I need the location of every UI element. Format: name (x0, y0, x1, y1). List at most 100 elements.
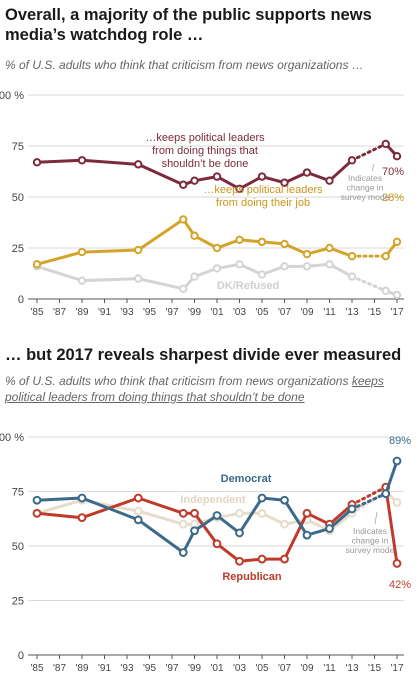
job-series-point (179, 215, 188, 224)
job-end-label: 28% (382, 192, 404, 204)
democrat-series-point (280, 495, 289, 505)
y-tick-label: 25 (12, 596, 24, 608)
watchdog-series-point (381, 139, 390, 149)
y-tick-label: 25 (12, 243, 24, 255)
x-tick-label: '07 (278, 663, 291, 674)
x-tick-label: '97 (165, 663, 178, 674)
x-tick-label: '93 (120, 307, 133, 318)
job-series-point (280, 239, 289, 249)
x-tick-label: '05 (255, 307, 268, 318)
watchdog-series-point (235, 184, 244, 194)
job-series-point (325, 243, 334, 253)
x-tick-label: '15 (368, 307, 381, 318)
republican-series-point (77, 513, 87, 523)
watchdog-series-point (257, 172, 267, 181)
dk-series-point (77, 276, 87, 285)
dk-series-label: DK/Refused (217, 280, 279, 292)
dk-series-point (325, 260, 334, 269)
dk-series-point (280, 262, 289, 271)
job-series-point (134, 245, 143, 255)
democrat-series-point (302, 530, 312, 540)
mode-change-note-line: survey mode (341, 192, 390, 202)
republican-series-point (257, 554, 267, 564)
job-series-label: …keeps political leaders from doing their… (203, 184, 323, 209)
dk-series-point (179, 284, 188, 294)
democrat-series-point (190, 526, 199, 536)
x-tick-label: '99 (188, 307, 201, 318)
democrat-series-point (347, 504, 357, 514)
watchdog-series-dotted-segment (350, 142, 388, 162)
job-series-label-line: from doing their job (216, 197, 310, 209)
democrat-series-point (235, 528, 244, 538)
democrat-series-point (212, 511, 222, 520)
x-tick-label: '01 (210, 663, 223, 674)
republican-series-point (280, 554, 289, 564)
dk-series-point (347, 272, 357, 281)
dk-series-point (190, 272, 199, 281)
x-tick-label: '91 (98, 663, 111, 674)
republican-series-point (133, 493, 143, 503)
x-tick-label: '95 (143, 307, 156, 318)
x-tick-label: '87 (53, 307, 66, 318)
democrat-end-label: 89% (389, 435, 411, 447)
democrat-series-dotted-segment (350, 492, 388, 511)
mode-change-note: Indicates change in survey mode (341, 173, 390, 202)
watchdog-series-point (392, 152, 402, 161)
x-tick-label: '15 (368, 663, 381, 674)
mode-change-note-pointer (371, 163, 375, 172)
watchdog-series-point (32, 158, 42, 167)
democrat-series-label: Democrat (221, 473, 272, 485)
independent-series-point (178, 519, 188, 529)
y-tick-label: 50 (12, 541, 24, 553)
x-tick-label: '11 (323, 307, 336, 318)
watchdog-series-point (190, 176, 199, 185)
watchdog-series-point (302, 168, 312, 177)
dk-series-point (212, 264, 222, 273)
chart2-plot: 0 25 50 75 100 % '85 '87 '89 '91 '93 '95 '97 '99 '01 '… (0, 432, 411, 674)
republican-series-point (392, 559, 402, 568)
chart2-subtitle-text: % of U.S. adults who think that criticis… (5, 374, 352, 388)
chart1-plot: 0 25 50 75 100 % '85 '87 '89 '91 '93 '95 '97 '99 '01 '… (0, 90, 404, 318)
republican-series-point (302, 508, 312, 518)
democrat-series-point (32, 495, 42, 505)
watchdog-series-label-line: shouldn’t be done (162, 158, 249, 170)
y-tick-label: 100 % (0, 432, 24, 444)
republican-series-point (178, 508, 188, 518)
watchdog-series-point (212, 172, 222, 181)
watchdog-series-point (280, 178, 289, 187)
independent-series-point (235, 508, 244, 518)
democrat-series-point (325, 524, 334, 533)
republican-series-point (32, 508, 42, 518)
x-tick-label: '95 (143, 663, 156, 674)
x-tick-label: '85 (30, 307, 43, 318)
republican-series-point (235, 556, 244, 566)
independent-series-point (392, 498, 402, 507)
x-tick-label: '99 (188, 663, 201, 674)
republican-series-dotted-segment (350, 485, 388, 507)
dk-series-point (302, 262, 312, 271)
dk-series-point (235, 260, 244, 269)
mode-change-note-line: survey mode (346, 545, 395, 555)
x-tick-label: '91 (98, 307, 111, 318)
mode-change-note-line: change in (352, 536, 389, 546)
dk-series-point (134, 274, 143, 283)
watchdog-series-point (347, 156, 357, 165)
watchdog-series-label-line: from doing things that (152, 145, 258, 157)
job-series-label-line: …keeps political leaders (203, 184, 323, 196)
job-series-point (381, 251, 390, 261)
x-tick-label: '07 (278, 307, 291, 318)
democrat-series-point (392, 456, 402, 466)
democrat-series-point (178, 548, 188, 557)
mode-change-note-line: Indicates (348, 173, 382, 183)
mode-change-note-pointer (374, 511, 378, 525)
watchdog-series-point (77, 156, 87, 165)
independent-series-point (280, 519, 289, 529)
y-tick-label: 0 (18, 650, 24, 662)
job-series-point (77, 247, 87, 257)
x-tick-label: '09 (300, 307, 313, 318)
job-series-point (32, 260, 42, 269)
y-tick-label: 0 (18, 294, 24, 306)
chart1-subtitle: % of U.S. adults who think that criticis… (5, 58, 364, 72)
chart2-subtitle: % of U.S. adults who think that criticis… (5, 373, 405, 405)
y-tick-label: 75 (12, 487, 24, 499)
